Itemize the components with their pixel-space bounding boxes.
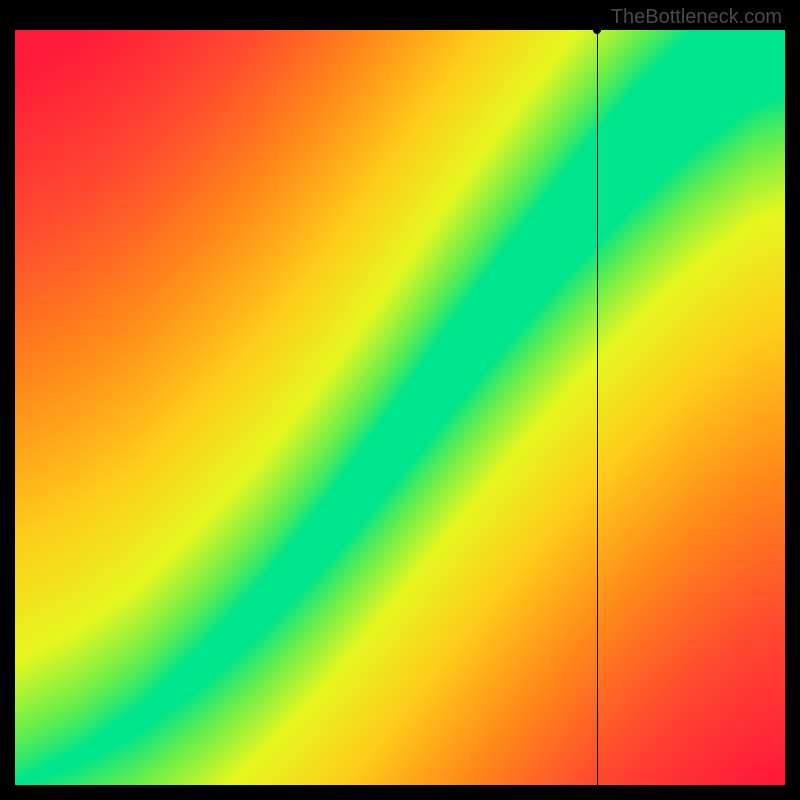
- watermark-text: TheBottleneck.com: [611, 6, 782, 29]
- heatmap-plot: [15, 30, 785, 785]
- vertical-indicator-line: [597, 30, 598, 785]
- vertical-indicator-marker: [593, 26, 601, 34]
- heatmap-canvas: [15, 30, 785, 785]
